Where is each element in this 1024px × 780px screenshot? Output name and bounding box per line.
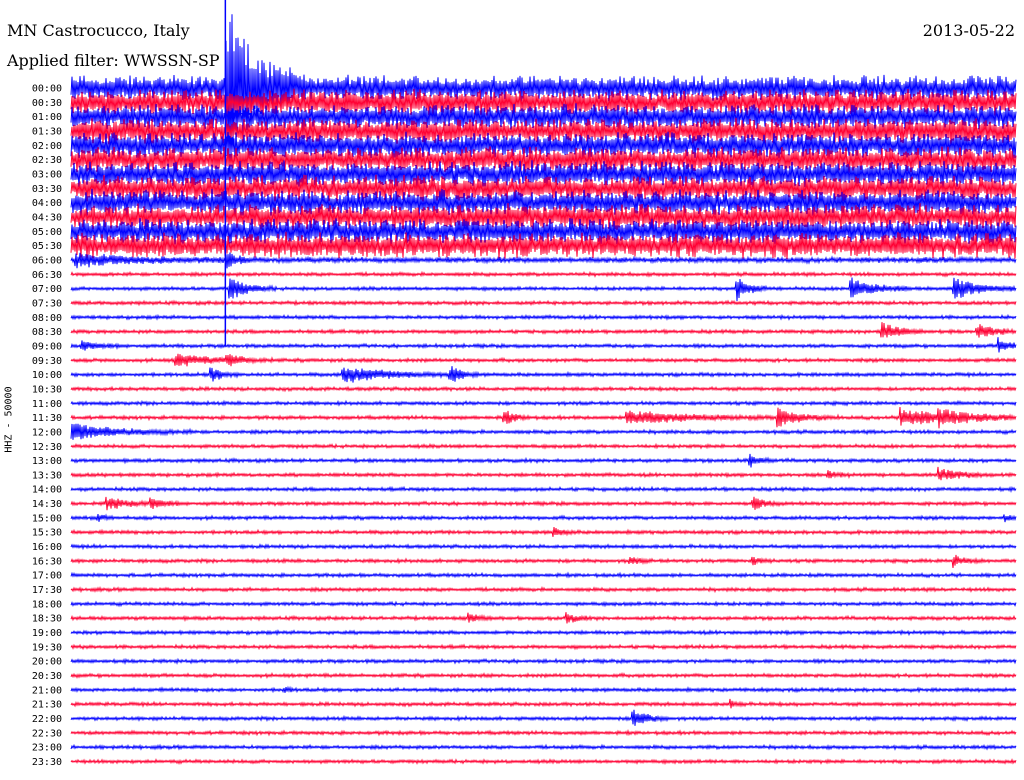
row-tick-label: 06:30 [32,270,62,281]
trace-line [70,466,1017,481]
row-tick-label: 06:00 [32,255,62,266]
row-tick-label: 12:30 [32,442,62,453]
row-tick-label: 19:00 [32,628,62,639]
trace-line [70,513,1017,523]
date-label: 2013-05-22 [922,21,1015,40]
row-tick-label: 14:00 [32,485,62,496]
trace-line [70,496,1017,511]
row-tick-label: 18:00 [32,599,62,610]
trace-line [70,252,1017,269]
trace-line [70,385,1017,393]
trace-line [70,313,1017,321]
row-tick-label: 09:30 [32,356,62,367]
trace-line [70,612,1017,624]
row-tick-label: 16:30 [32,556,62,567]
row-tick-label: 09:00 [32,341,62,352]
row-tick-label: 08:30 [32,327,62,338]
trace-line [70,366,1017,383]
row-tick-label: 18:30 [32,614,62,625]
trace-line [70,337,1017,353]
row-tick-label: 03:30 [32,184,62,195]
trace-line [70,399,1017,407]
trace-line [70,117,1017,145]
row-tick-label: 02:00 [32,141,62,152]
trace-line [70,218,1017,245]
row-tick-label: 03:00 [32,169,62,180]
row-tick-label: 21:00 [32,685,62,696]
row-tick-label: 22:00 [32,714,62,725]
row-tick-label: 20:30 [32,671,62,682]
trace-line [70,322,1017,338]
trace-line [70,188,1017,217]
row-tick-label: 23:30 [32,757,62,768]
trace-line [70,657,1017,666]
row-tick-label: 16:00 [32,542,62,553]
row-tick-label: 13:30 [32,470,62,481]
row-tick-label: 23:00 [32,743,62,754]
row-tick-label: 07:30 [32,298,62,309]
row-tick-label: 05:00 [32,227,62,238]
trace-line [70,729,1017,737]
trace-line [70,231,1017,260]
row-tick-label: 01:00 [32,112,62,123]
trace-line [70,160,1017,188]
row-tick-label: 10:00 [32,370,62,381]
row-tick-label: 17:00 [32,571,62,582]
row-tick-label: 01:30 [32,126,62,137]
trace-line [70,685,1017,694]
row-tick-label: 14:30 [32,499,62,510]
trace-line [70,203,1017,231]
trace-line [70,299,1017,307]
row-tick-label: 00:00 [32,84,62,95]
trace-line [70,270,1017,278]
row-tick-label: 22:30 [32,728,62,739]
row-tick-label: 00:30 [32,98,62,109]
trace-line [70,698,1017,709]
trace-line [70,146,1017,174]
trace-line [70,709,1017,726]
trace-line [70,600,1017,608]
trace-line [70,554,1017,568]
trace-line [70,277,1017,301]
row-tick-label: 05:30 [32,241,62,252]
trace-line [70,629,1017,637]
row-tick-label: 12:00 [32,427,62,438]
trace-line [70,585,1017,594]
trace-line [70,353,1017,367]
trace-line [70,131,1017,160]
row-tick-label: 21:30 [32,700,62,711]
station-title: MN Castrocucco, Italy [7,21,190,40]
trace-line [70,743,1017,751]
row-tick-label: 07:00 [32,284,62,295]
row-tick-label: 04:30 [32,212,62,223]
trace-line [70,527,1017,537]
row-tick-label: 10:30 [32,384,62,395]
row-tick-label: 11:30 [32,413,62,424]
trace-line [70,423,1017,440]
row-tick-label: 15:00 [32,513,62,524]
filter-label: Applied filter: WWSSN-SP [7,51,220,70]
trace-line [70,103,1017,131]
trace-line [70,485,1017,494]
trace-line [70,453,1017,468]
row-tick-label: 19:30 [32,642,62,653]
row-tick-label: 13:00 [32,456,62,467]
trace-line [70,88,1017,116]
row-tick-label: 11:00 [32,399,62,410]
trace-line [70,407,1017,429]
row-tick-label: 08:00 [32,313,62,324]
trace-line [70,174,1017,202]
row-tick-label: 17:30 [32,585,62,596]
trace-line [70,758,1017,766]
row-tick-label: 20:00 [32,657,62,668]
trace-line [70,571,1017,579]
trace-line [70,671,1017,680]
row-tick-label: 02:30 [32,155,62,166]
trace-line [70,643,1017,651]
trace-line [70,543,1017,551]
trace-line [70,442,1017,450]
row-tick-label: 15:30 [32,528,62,539]
row-tick-label: 04:00 [32,198,62,209]
